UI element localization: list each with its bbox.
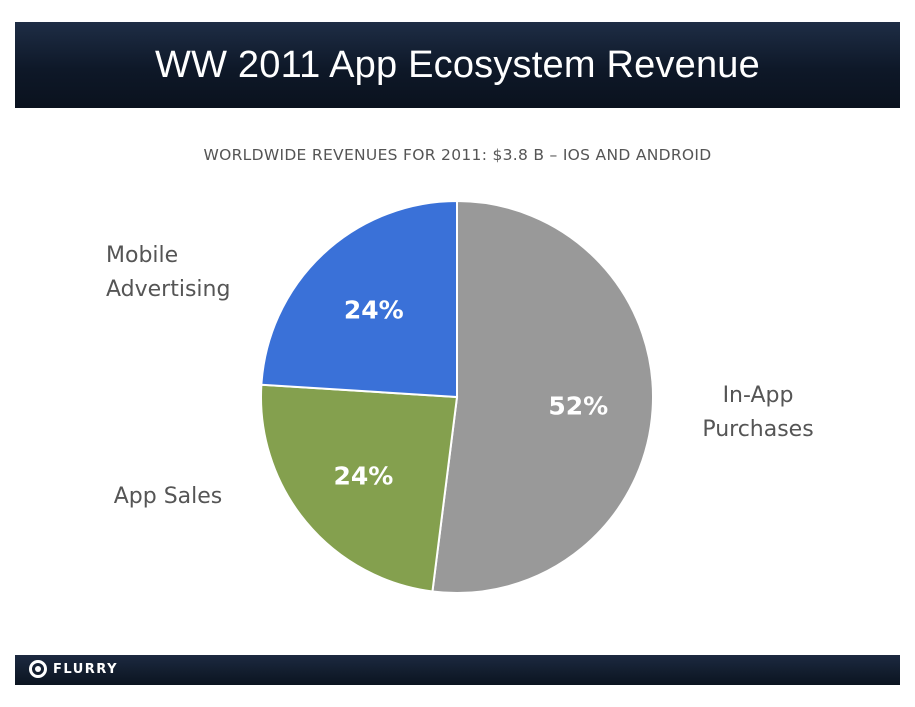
pie-slice-in-app-purchases [431, 199, 654, 594]
category-label: In-App Purchases [702, 383, 813, 442]
footer-bar: FLURRY [15, 655, 900, 685]
page-title: WW 2011 App Ecosystem Revenue [155, 43, 760, 86]
category-label: App Sales [114, 484, 223, 509]
pie-slice-mobile-advertising [260, 199, 458, 399]
data-label: 24% [333, 461, 393, 490]
flurry-logo-icon [29, 660, 47, 678]
pie-slice-app-sales [260, 383, 459, 593]
category-label: Mobile Advertising [106, 243, 230, 302]
flurry-logo: FLURRY [29, 660, 118, 678]
data-label: 52% [548, 392, 608, 421]
data-label: 24% [344, 295, 404, 324]
title-bar: WW 2011 App Ecosystem Revenue [15, 22, 900, 108]
logo-text: FLURRY [53, 661, 118, 677]
chart-title: WORLDWIDE REVENUES FOR 2011: $3.8 B – IO… [203, 146, 712, 164]
